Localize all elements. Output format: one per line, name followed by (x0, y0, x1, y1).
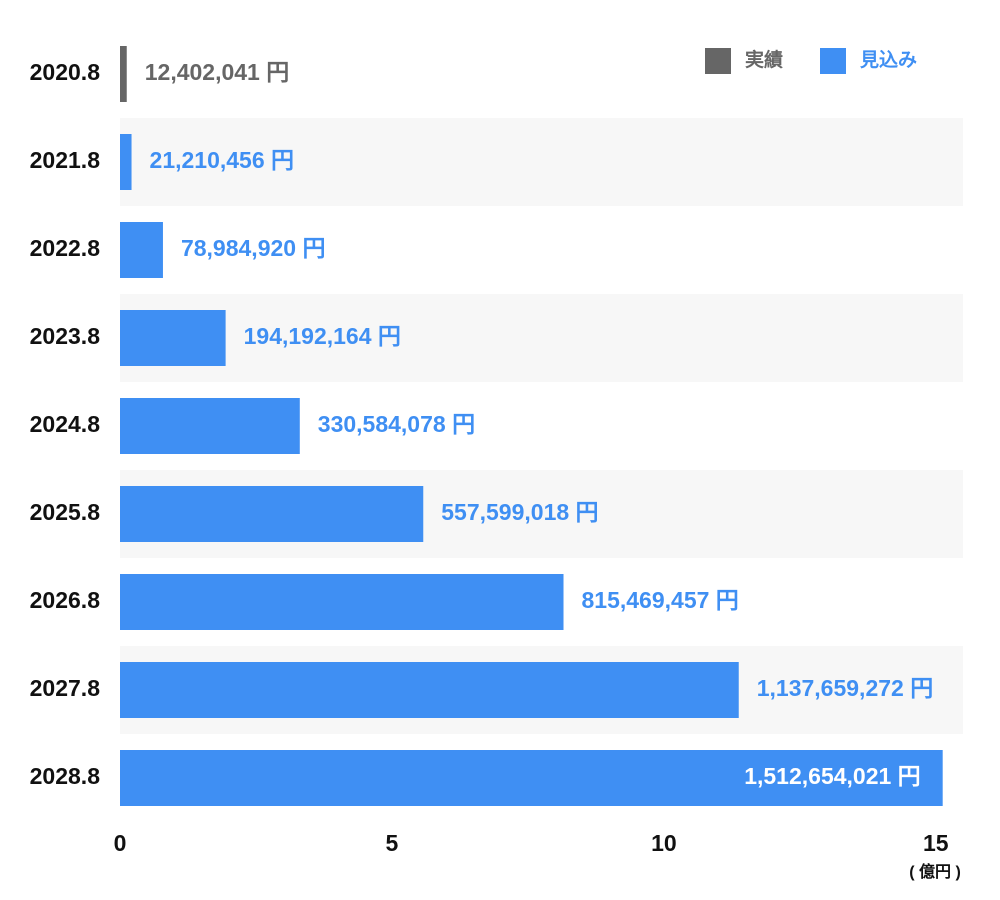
bar (120, 486, 424, 542)
y-tick-label: 2028.8 (30, 763, 101, 789)
value-label: 557,599,018 円 (441, 499, 598, 525)
x-unit-label: ( 億円 ) (909, 862, 961, 881)
value-label: 815,469,457 円 (582, 587, 739, 613)
value-label: 1,137,659,272 円 (757, 675, 933, 701)
y-tick-label: 2021.8 (30, 147, 101, 173)
legend-swatch (705, 48, 731, 74)
bar (120, 134, 132, 190)
x-tick-label: 0 (114, 830, 127, 856)
bar (120, 222, 163, 278)
y-tick-label: 2022.8 (30, 235, 101, 261)
plot-background (120, 118, 963, 734)
legend-label: 見込み (860, 49, 917, 71)
value-label: 12,402,041 円 (145, 59, 290, 85)
legend-label: 実績 (745, 48, 783, 71)
x-tick-label: 15 (923, 830, 949, 856)
value-label: 330,584,078 円 (318, 411, 475, 437)
y-tick-label: 2020.8 (30, 59, 101, 85)
bar (120, 398, 300, 454)
x-tick-label: 10 (651, 830, 677, 856)
value-label: 1,512,654,021 円 (744, 763, 920, 789)
bar (120, 662, 739, 718)
y-tick-label: 2027.8 (30, 675, 101, 701)
y-tick-label: 2025.8 (30, 499, 101, 525)
bar (120, 574, 564, 630)
value-label: 21,210,456 円 (150, 147, 295, 173)
value-label: 78,984,920 円 (181, 235, 326, 261)
legend-swatch (820, 48, 846, 74)
bar (120, 310, 226, 366)
y-tick-label: 2023.8 (30, 323, 101, 349)
row-stripe (120, 294, 963, 382)
x-tick-label: 5 (386, 830, 399, 856)
bar (120, 46, 127, 102)
row-stripe (120, 118, 963, 206)
y-tick-label: 2026.8 (30, 587, 101, 613)
y-tick-label: 2024.8 (30, 411, 101, 437)
value-label: 194,192,164 円 (244, 323, 401, 349)
bar (120, 750, 943, 806)
